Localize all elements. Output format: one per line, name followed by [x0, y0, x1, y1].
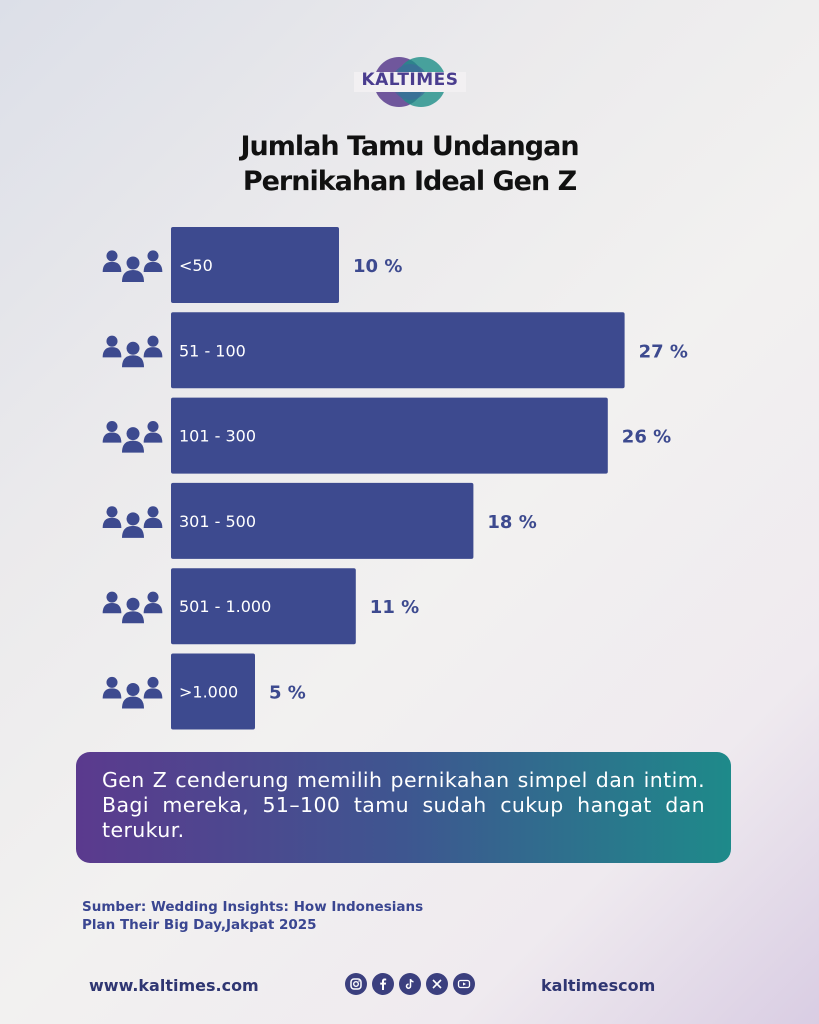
people-group-icon	[102, 335, 163, 368]
summary-text: Gen Z cenderung memilih pernikahan simpe…	[102, 768, 705, 842]
youtube-icon[interactable]	[453, 973, 475, 995]
source-line-1: Sumber: Wedding Insights: How Indonesian…	[82, 899, 424, 915]
category-label: >1.000	[179, 683, 238, 702]
value-label: 10 %	[353, 256, 402, 277]
bar-chart: <50 10 % 51 - 100 27 % 101 - 300 26 % 301 - 50…	[102, 227, 688, 730]
source-citation: Sumber: Wedding Insights: How Indonesian…	[82, 898, 542, 934]
website-link[interactable]: www.kaltimes.com	[89, 976, 259, 995]
source-line-2: Plan Their Big Day,Jakpat 2025	[82, 917, 317, 933]
social-handle[interactable]: kaltimescom	[541, 976, 656, 995]
category-label: 101 - 300	[179, 427, 256, 446]
instagram-icon[interactable]	[345, 973, 367, 995]
people-group-icon	[102, 250, 163, 282]
logo-text: KALTIMES	[361, 70, 459, 90]
bar-2	[171, 397, 608, 474]
bar-5	[171, 653, 255, 730]
x-icon[interactable]	[426, 973, 448, 995]
value-label: 27 %	[639, 341, 688, 362]
value-label: 18 %	[487, 512, 536, 533]
logo-rings-icon	[354, 57, 466, 107]
bar-0	[171, 227, 339, 303]
tiktok-icon[interactable]	[399, 973, 421, 995]
social-icons	[345, 973, 475, 995]
facebook-icon[interactable]	[372, 973, 394, 995]
summary-box: Gen Z cenderung memilih pernikahan simpe…	[76, 752, 731, 863]
value-label: 26 %	[622, 427, 671, 448]
people-group-icon	[102, 676, 163, 709]
kaltimes-logo: KALTIMES	[354, 52, 466, 112]
value-label: 5 %	[269, 683, 306, 704]
people-group-icon	[102, 420, 163, 453]
value-label: 11 %	[370, 597, 419, 618]
people-group-icon	[102, 506, 163, 538]
bar-1	[171, 312, 625, 389]
bar-3	[171, 482, 474, 559]
category-label: <50	[179, 256, 213, 275]
category-label: 51 - 100	[179, 341, 246, 360]
bar-4	[171, 568, 356, 645]
category-label: 301 - 500	[179, 512, 256, 531]
people-group-icon	[102, 591, 163, 624]
category-label: 501 - 1.000	[179, 597, 271, 616]
chart-title-line-1: Jumlah Tamu Undangan	[240, 131, 579, 162]
chart-title-line-2: Pernikahan Ideal Gen Z	[242, 166, 577, 197]
